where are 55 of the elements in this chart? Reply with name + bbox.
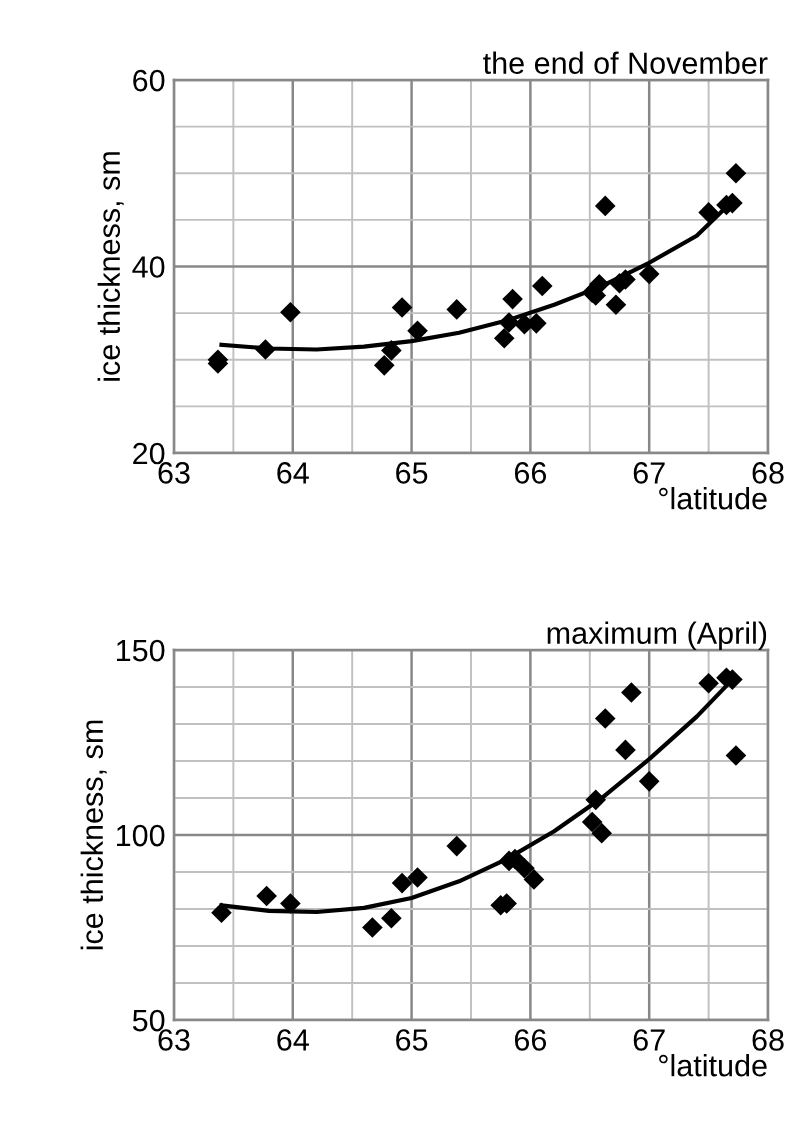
point [594,195,616,217]
point [585,789,607,811]
point [256,885,277,907]
y-tick-label: 40 [132,256,165,278]
point [725,162,747,184]
point [581,811,603,833]
chart-title: maximum (April) [547,621,767,651]
point [638,771,660,792]
point [531,275,553,297]
y-axis-title: ice thickness, sm [97,152,124,381]
point [605,294,627,316]
x-tick-label: 68 [752,1029,784,1051]
point [698,202,719,223]
y-tick-label: 150 [116,639,165,662]
x-axis-title: °latitude [659,1054,767,1077]
point [638,263,660,285]
point [591,822,612,844]
point [362,917,383,938]
point [523,869,545,890]
x-tick-label: 65 [396,1029,428,1051]
x-tick-label: 65 [396,462,428,484]
point [381,340,402,361]
point [280,301,301,323]
x-tick-label: 67 [633,462,665,484]
point [407,867,428,888]
point [255,339,276,360]
point [381,907,402,929]
point [407,320,428,342]
x-tick-label: 64 [277,462,309,484]
point [493,327,515,349]
x-axis-title: °latitude [659,487,767,510]
y-axis-title: ice thickness, sm [80,720,107,950]
point [211,902,232,924]
point [621,682,642,703]
x-tick-label: 66 [514,1029,547,1051]
x-tick-label: 67 [633,1029,665,1051]
x-tick-label: 66 [514,462,547,484]
point [725,745,747,766]
point [615,739,636,761]
x-tick-label: 68 [752,462,784,484]
point [514,858,535,879]
point [446,299,468,320]
point [446,835,468,857]
y-tick-label: 60 [133,69,165,92]
point [373,355,395,376]
point [594,708,616,729]
point [280,893,301,914]
y-tick-label: 100 [116,824,165,847]
point [391,872,413,894]
point [698,673,719,694]
x-tick-label: 64 [277,1029,309,1051]
chart-title: the end of November [483,51,768,74]
point [502,288,523,310]
point [391,297,413,318]
point [589,273,610,295]
